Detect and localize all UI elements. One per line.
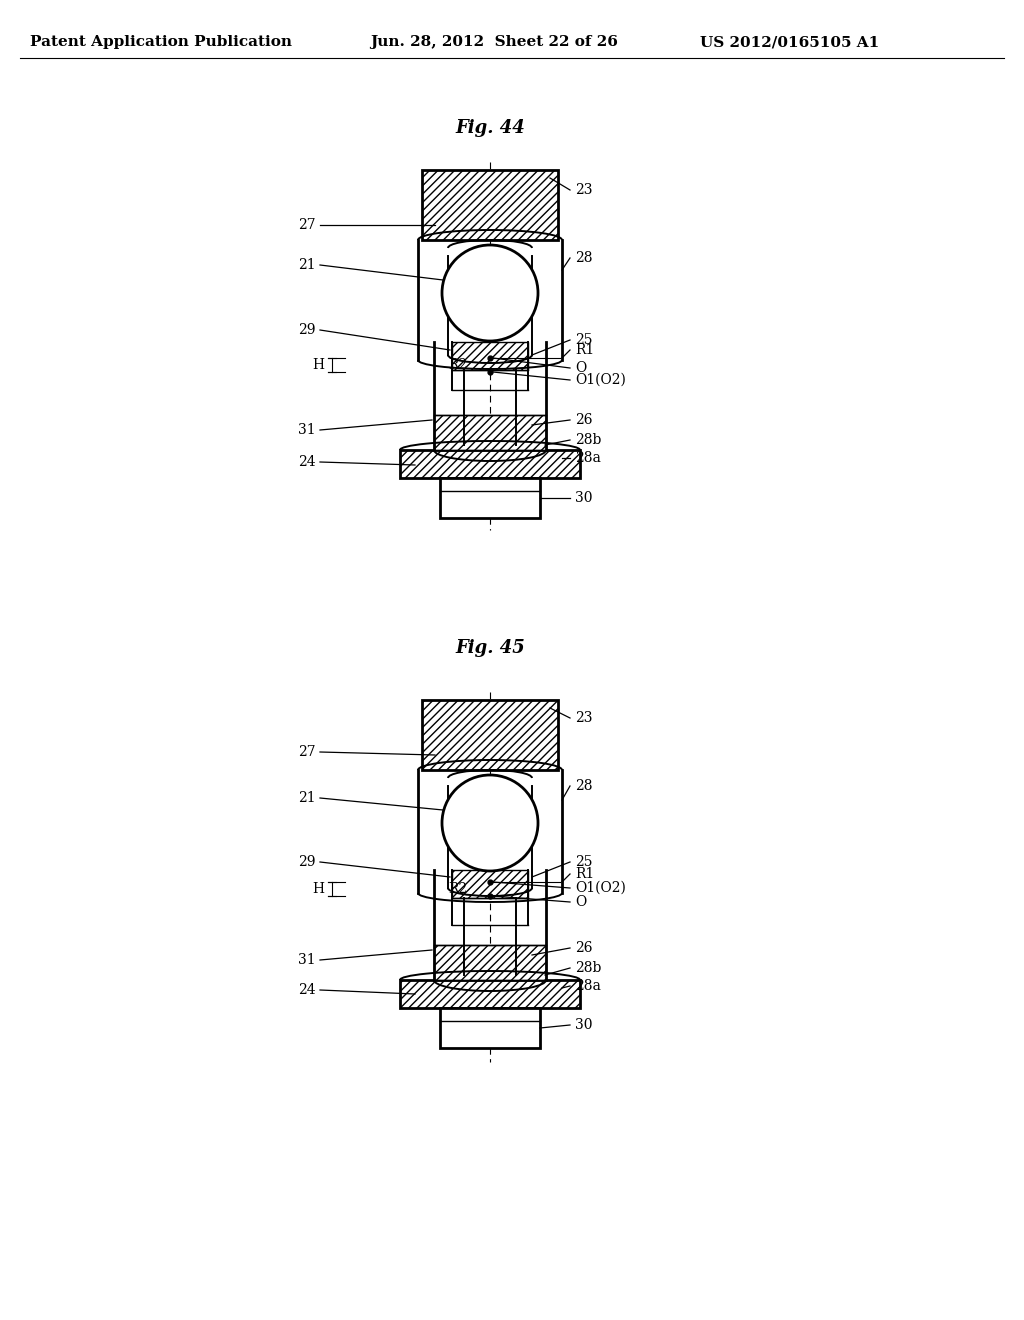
Text: 23: 23: [575, 183, 593, 197]
Text: 28b: 28b: [575, 433, 601, 447]
Text: 25: 25: [575, 333, 593, 347]
Bar: [400, 979, 580, 1008]
Text: 29: 29: [299, 855, 316, 869]
Text: 30: 30: [575, 1018, 593, 1032]
Text: 26: 26: [575, 941, 593, 954]
Text: 23: 23: [575, 711, 593, 725]
Bar: [434, 414, 546, 450]
Bar: [400, 979, 580, 1008]
Text: 25: 25: [575, 855, 593, 869]
Bar: [434, 945, 546, 979]
Bar: [434, 945, 546, 979]
Text: Fig. 44: Fig. 44: [455, 119, 525, 137]
Bar: [422, 170, 558, 240]
Bar: [434, 414, 546, 450]
Text: 29: 29: [299, 323, 316, 337]
Text: O1(O2): O1(O2): [575, 880, 626, 895]
Text: US 2012/0165105 A1: US 2012/0165105 A1: [700, 36, 880, 49]
Text: R2: R2: [449, 358, 467, 372]
Circle shape: [442, 246, 538, 341]
Bar: [440, 1008, 540, 1048]
Text: 31: 31: [298, 953, 316, 968]
Bar: [400, 450, 580, 478]
Text: R1: R1: [575, 343, 594, 356]
Bar: [452, 342, 528, 370]
Text: Fig. 45: Fig. 45: [455, 639, 525, 657]
Text: 28a: 28a: [575, 979, 601, 993]
Text: H: H: [312, 358, 324, 372]
Text: 24: 24: [298, 455, 316, 469]
Text: R2: R2: [449, 882, 467, 896]
Text: 27: 27: [298, 744, 316, 759]
Text: 28a: 28a: [575, 451, 601, 465]
Text: 27: 27: [298, 218, 316, 232]
Text: 28: 28: [575, 251, 593, 265]
Bar: [422, 700, 558, 770]
Text: 21: 21: [298, 791, 316, 805]
Text: 21: 21: [298, 257, 316, 272]
Text: 24: 24: [298, 983, 316, 997]
Text: O: O: [575, 360, 587, 375]
Circle shape: [442, 775, 538, 871]
Bar: [422, 170, 558, 240]
Bar: [400, 450, 580, 478]
Text: O1(O2): O1(O2): [575, 374, 626, 387]
Text: 30: 30: [575, 491, 593, 506]
Bar: [422, 700, 558, 770]
Text: 31: 31: [298, 422, 316, 437]
Text: R1: R1: [575, 867, 594, 880]
Text: O: O: [575, 895, 587, 909]
Text: Jun. 28, 2012  Sheet 22 of 26: Jun. 28, 2012 Sheet 22 of 26: [370, 36, 617, 49]
Bar: [452, 870, 528, 898]
Bar: [452, 342, 528, 370]
Text: 26: 26: [575, 413, 593, 426]
Text: Patent Application Publication: Patent Application Publication: [30, 36, 292, 49]
Text: 28: 28: [575, 779, 593, 793]
Text: H: H: [312, 882, 324, 896]
Bar: [452, 870, 528, 898]
Text: 28b: 28b: [575, 961, 601, 975]
Bar: [440, 478, 540, 517]
